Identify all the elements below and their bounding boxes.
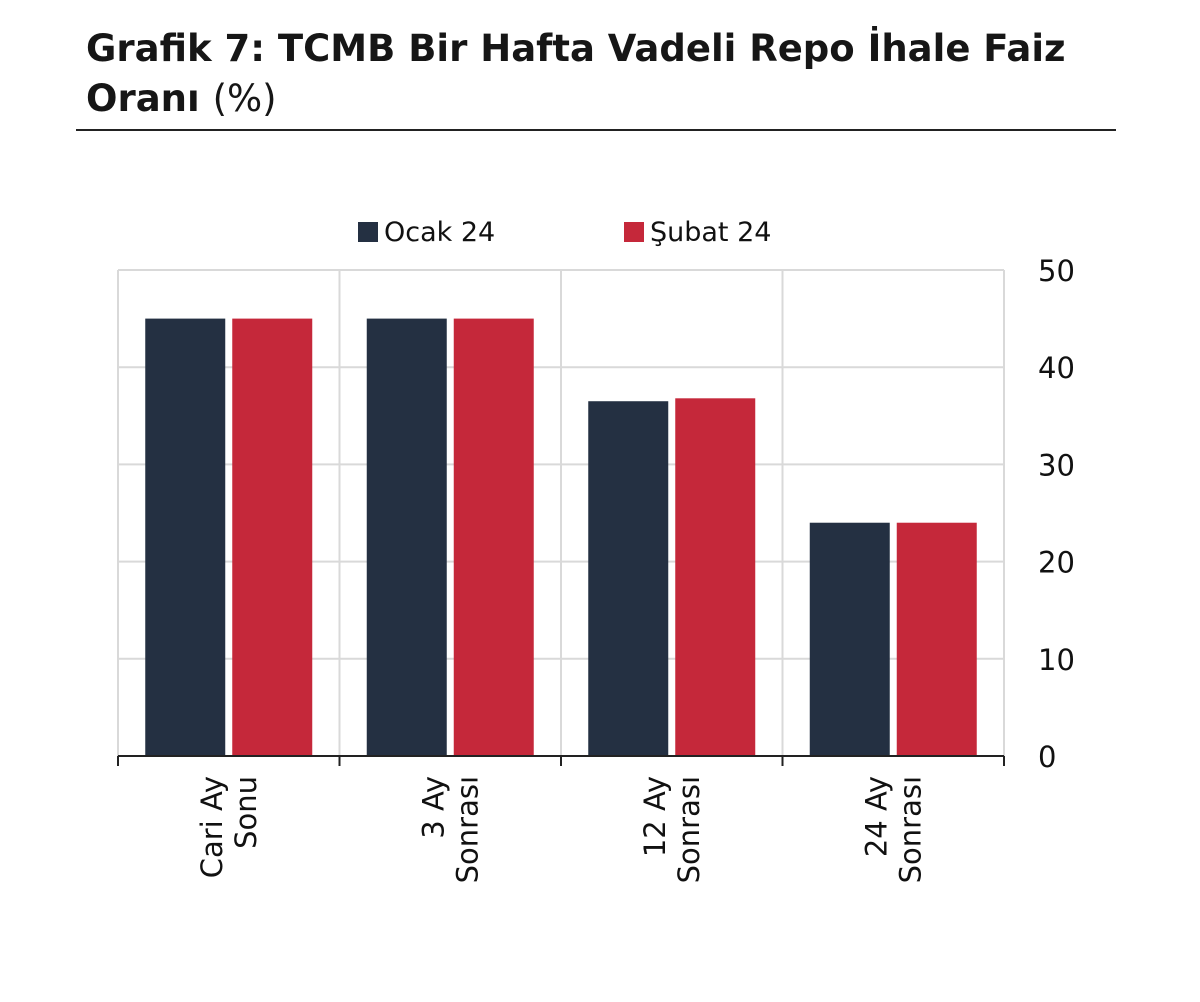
x-tick-label-2-1: Sonrası: [672, 776, 706, 883]
y-tick-labels: 0 10 20 30 40 50: [1038, 254, 1075, 774]
bar-ocak-0: [145, 318, 226, 756]
y-tick-label-30: 30: [1038, 448, 1075, 482]
bar-ocak-1: [366, 318, 447, 756]
y-tick-label-20: 20: [1038, 546, 1075, 580]
x-tick-label-2-0: 12 Ay: [638, 776, 672, 857]
y-tick-label-0: 0: [1038, 740, 1056, 774]
axes: [117, 755, 1005, 766]
chart-title-main: Grafik 7: TCMB Bir Hafta Vadeli Repo İha…: [86, 27, 1066, 120]
bar-ocak-2: [588, 401, 669, 756]
bar-subat-1: [453, 318, 534, 756]
x-tick-label-0-0: Cari Ay: [195, 776, 229, 878]
bars: [145, 318, 977, 756]
x-tick-labels: Cari Ay Sonu 3 Ay Sonrası 12 Ay Sonrası 24 Ay S…: [195, 776, 928, 883]
x-tick-label-3-0: 24 Ay: [859, 776, 893, 857]
x-tick-label-3-1: Sonrası: [893, 776, 927, 883]
bar-subat-3: [896, 522, 977, 756]
bar-subat-0: [232, 318, 313, 756]
x-tick-label-1-0: 3 Ay: [416, 776, 450, 839]
y-tick-label-10: 10: [1038, 643, 1075, 677]
x-tick-label-1-1: Sonrası: [450, 776, 484, 883]
title-underline: [76, 129, 1116, 131]
legend: Ocak 24 Şubat 24: [358, 217, 771, 248]
legend-label-0: Ocak 24: [384, 217, 495, 248]
legend-swatch-0: [358, 222, 378, 242]
bar-ocak-3: [809, 522, 890, 756]
legend-swatch-1: [624, 222, 644, 242]
y-tick-label-50: 50: [1038, 254, 1075, 288]
y-tick-label-40: 40: [1038, 351, 1075, 385]
chart-title-unit: (%): [212, 77, 277, 120]
chart-title: Grafik 7: TCMB Bir Hafta Vadeli Repo İha…: [86, 24, 1126, 124]
legend-label-1: Şubat 24: [650, 217, 771, 248]
x-tick-label-0-1: Sonu: [229, 776, 263, 849]
bar-subat-2: [675, 398, 756, 756]
